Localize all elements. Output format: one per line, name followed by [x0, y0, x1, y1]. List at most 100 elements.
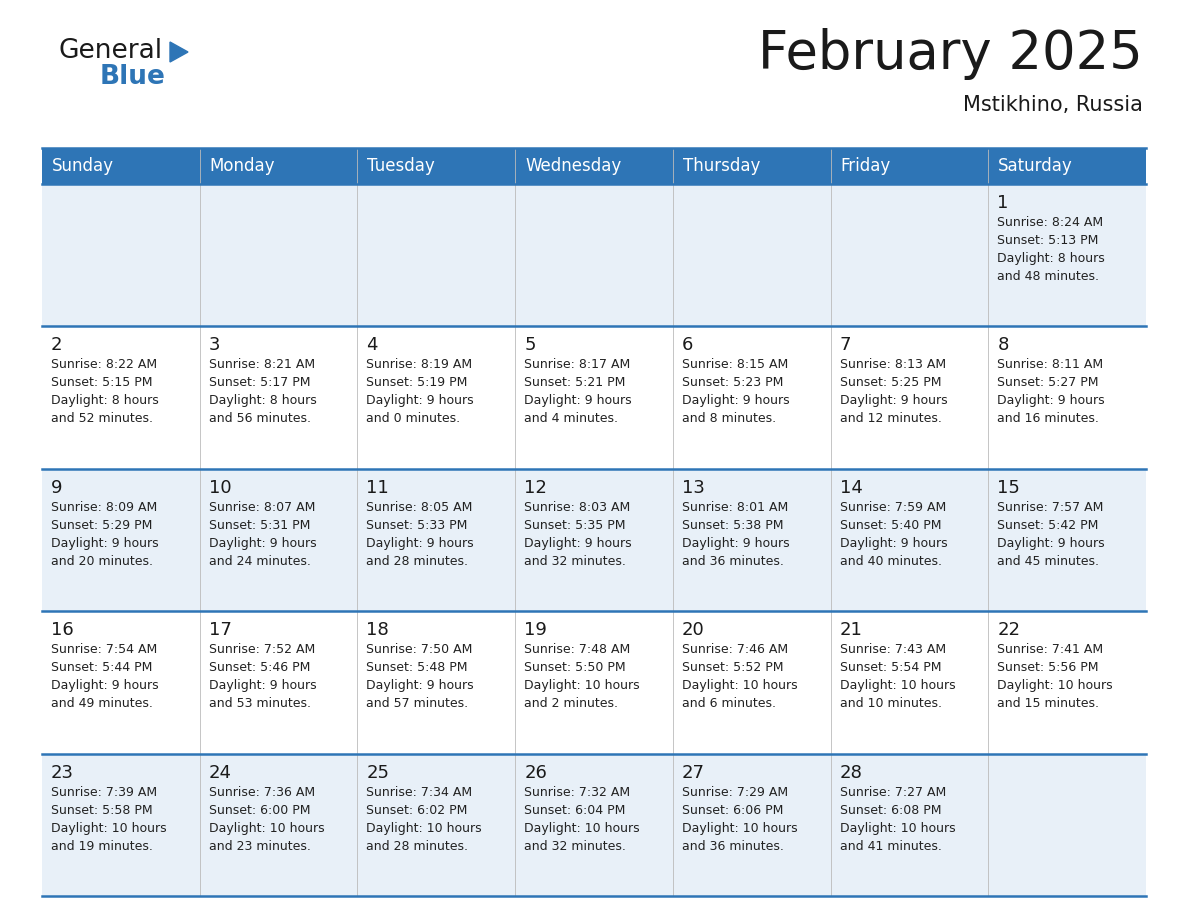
- Text: Daylight: 8 hours: Daylight: 8 hours: [997, 252, 1105, 265]
- Text: 20: 20: [682, 621, 704, 639]
- Text: Friday: Friday: [841, 157, 891, 175]
- Text: Sunset: 5:56 PM: Sunset: 5:56 PM: [997, 661, 1099, 674]
- Text: Sunrise: 7:52 AM: Sunrise: 7:52 AM: [209, 644, 315, 656]
- Text: February 2025: February 2025: [758, 28, 1143, 80]
- Text: Sunset: 5:52 PM: Sunset: 5:52 PM: [682, 661, 783, 674]
- Text: Thursday: Thursday: [683, 157, 760, 175]
- Text: and 15 minutes.: and 15 minutes.: [997, 697, 1099, 711]
- Text: 14: 14: [840, 479, 862, 497]
- Text: and 36 minutes.: and 36 minutes.: [682, 840, 784, 853]
- Text: Sunset: 5:27 PM: Sunset: 5:27 PM: [997, 376, 1099, 389]
- Text: Sunrise: 8:01 AM: Sunrise: 8:01 AM: [682, 501, 788, 514]
- Text: Sunrise: 7:27 AM: Sunrise: 7:27 AM: [840, 786, 946, 799]
- Text: and 41 minutes.: and 41 minutes.: [840, 840, 941, 853]
- Text: and 52 minutes.: and 52 minutes.: [51, 412, 153, 425]
- Text: 8: 8: [997, 336, 1009, 354]
- Text: and 36 minutes.: and 36 minutes.: [682, 554, 784, 568]
- Text: and 10 minutes.: and 10 minutes.: [840, 697, 942, 711]
- Text: Daylight: 8 hours: Daylight: 8 hours: [209, 395, 316, 408]
- Text: Sunset: 5:50 PM: Sunset: 5:50 PM: [524, 661, 626, 674]
- Text: Sunset: 5:13 PM: Sunset: 5:13 PM: [997, 234, 1099, 247]
- Text: Daylight: 9 hours: Daylight: 9 hours: [209, 679, 316, 692]
- Text: and 32 minutes.: and 32 minutes.: [524, 554, 626, 568]
- Text: Sunset: 5:21 PM: Sunset: 5:21 PM: [524, 376, 626, 389]
- Text: Daylight: 10 hours: Daylight: 10 hours: [997, 679, 1113, 692]
- Text: Daylight: 10 hours: Daylight: 10 hours: [209, 822, 324, 834]
- Bar: [42, 184, 1146, 327]
- Text: Sunset: 6:08 PM: Sunset: 6:08 PM: [840, 803, 941, 817]
- Text: and 45 minutes.: and 45 minutes.: [997, 554, 1099, 568]
- Text: and 57 minutes.: and 57 minutes.: [366, 697, 468, 711]
- Text: 25: 25: [366, 764, 390, 781]
- Text: 1: 1: [997, 194, 1009, 212]
- Text: Sunset: 6:02 PM: Sunset: 6:02 PM: [366, 803, 468, 817]
- Bar: [42, 327, 1146, 469]
- Text: Daylight: 9 hours: Daylight: 9 hours: [682, 537, 790, 550]
- Text: Sunrise: 7:57 AM: Sunrise: 7:57 AM: [997, 501, 1104, 514]
- Bar: [42, 148, 1146, 184]
- Text: and 49 minutes.: and 49 minutes.: [51, 697, 153, 711]
- Text: Sunrise: 7:43 AM: Sunrise: 7:43 AM: [840, 644, 946, 656]
- Text: and 12 minutes.: and 12 minutes.: [840, 412, 941, 425]
- Text: Sunrise: 7:59 AM: Sunrise: 7:59 AM: [840, 501, 946, 514]
- Text: Sunrise: 8:15 AM: Sunrise: 8:15 AM: [682, 358, 788, 372]
- Text: and 0 minutes.: and 0 minutes.: [366, 412, 461, 425]
- Text: Sunrise: 7:48 AM: Sunrise: 7:48 AM: [524, 644, 631, 656]
- Text: Sunset: 6:00 PM: Sunset: 6:00 PM: [209, 803, 310, 817]
- Text: Sunset: 5:19 PM: Sunset: 5:19 PM: [366, 376, 468, 389]
- Text: Sunset: 5:48 PM: Sunset: 5:48 PM: [366, 661, 468, 674]
- Text: Daylight: 10 hours: Daylight: 10 hours: [840, 679, 955, 692]
- Text: Daylight: 9 hours: Daylight: 9 hours: [997, 395, 1105, 408]
- Text: Sunrise: 8:03 AM: Sunrise: 8:03 AM: [524, 501, 631, 514]
- Polygon shape: [170, 42, 188, 62]
- Text: 11: 11: [366, 479, 390, 497]
- Text: Sunset: 5:33 PM: Sunset: 5:33 PM: [366, 519, 468, 532]
- Text: Wednesday: Wednesday: [525, 157, 621, 175]
- Text: and 2 minutes.: and 2 minutes.: [524, 697, 618, 711]
- Text: Sunset: 5:46 PM: Sunset: 5:46 PM: [209, 661, 310, 674]
- Text: Sunset: 5:35 PM: Sunset: 5:35 PM: [524, 519, 626, 532]
- Text: Sunrise: 7:34 AM: Sunrise: 7:34 AM: [366, 786, 473, 799]
- Text: Daylight: 8 hours: Daylight: 8 hours: [51, 395, 159, 408]
- Text: Sunset: 6:04 PM: Sunset: 6:04 PM: [524, 803, 626, 817]
- Text: 18: 18: [366, 621, 390, 639]
- Text: Daylight: 9 hours: Daylight: 9 hours: [51, 679, 159, 692]
- Text: and 28 minutes.: and 28 minutes.: [366, 840, 468, 853]
- Text: 3: 3: [209, 336, 220, 354]
- Text: and 24 minutes.: and 24 minutes.: [209, 554, 310, 568]
- Text: 17: 17: [209, 621, 232, 639]
- Text: Daylight: 10 hours: Daylight: 10 hours: [366, 822, 482, 834]
- Text: Sunrise: 8:21 AM: Sunrise: 8:21 AM: [209, 358, 315, 372]
- Text: Daylight: 10 hours: Daylight: 10 hours: [682, 679, 797, 692]
- Text: 9: 9: [51, 479, 63, 497]
- Text: Sunrise: 7:50 AM: Sunrise: 7:50 AM: [366, 644, 473, 656]
- Text: and 4 minutes.: and 4 minutes.: [524, 412, 618, 425]
- Text: and 48 minutes.: and 48 minutes.: [997, 270, 1099, 283]
- Text: Sunrise: 7:46 AM: Sunrise: 7:46 AM: [682, 644, 788, 656]
- Text: 12: 12: [524, 479, 546, 497]
- Text: Daylight: 10 hours: Daylight: 10 hours: [840, 822, 955, 834]
- Text: Daylight: 10 hours: Daylight: 10 hours: [524, 822, 640, 834]
- Text: and 40 minutes.: and 40 minutes.: [840, 554, 942, 568]
- Text: and 53 minutes.: and 53 minutes.: [209, 697, 311, 711]
- Text: Daylight: 9 hours: Daylight: 9 hours: [366, 395, 474, 408]
- Text: and 16 minutes.: and 16 minutes.: [997, 412, 1099, 425]
- Text: Sunset: 5:42 PM: Sunset: 5:42 PM: [997, 519, 1099, 532]
- Text: Blue: Blue: [100, 64, 166, 90]
- Text: Daylight: 9 hours: Daylight: 9 hours: [51, 537, 159, 550]
- Text: 15: 15: [997, 479, 1020, 497]
- Text: Sunset: 6:06 PM: Sunset: 6:06 PM: [682, 803, 783, 817]
- Text: Daylight: 9 hours: Daylight: 9 hours: [524, 395, 632, 408]
- Text: Daylight: 10 hours: Daylight: 10 hours: [51, 822, 166, 834]
- Text: Sunrise: 8:17 AM: Sunrise: 8:17 AM: [524, 358, 631, 372]
- Text: 16: 16: [51, 621, 74, 639]
- Text: Sunset: 5:40 PM: Sunset: 5:40 PM: [840, 519, 941, 532]
- Text: Daylight: 9 hours: Daylight: 9 hours: [366, 537, 474, 550]
- Text: and 28 minutes.: and 28 minutes.: [366, 554, 468, 568]
- Text: and 56 minutes.: and 56 minutes.: [209, 412, 311, 425]
- Text: and 23 minutes.: and 23 minutes.: [209, 840, 310, 853]
- Text: Sunset: 5:17 PM: Sunset: 5:17 PM: [209, 376, 310, 389]
- Text: Sunrise: 8:07 AM: Sunrise: 8:07 AM: [209, 501, 315, 514]
- Text: 21: 21: [840, 621, 862, 639]
- Text: Tuesday: Tuesday: [367, 157, 435, 175]
